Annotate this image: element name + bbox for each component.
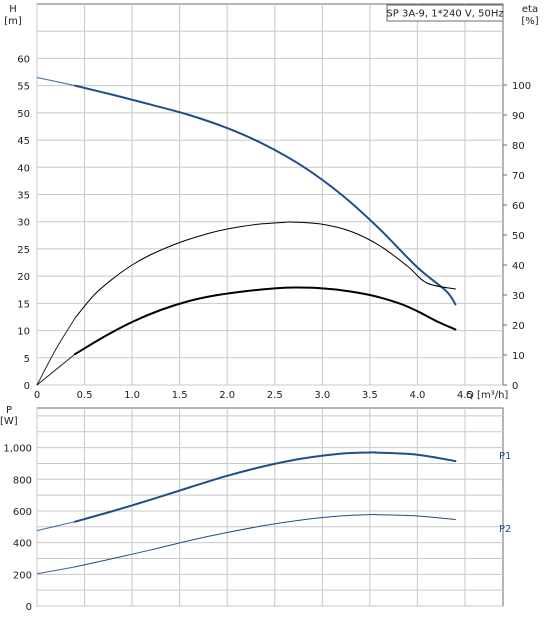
y2-tick-label: 100 bbox=[512, 81, 531, 92]
eta-curve-thin bbox=[74, 221, 456, 319]
y-tick-label: 45 bbox=[17, 136, 30, 147]
y2-tick-label: 10 bbox=[512, 351, 525, 362]
y-tick-label: 5 bbox=[24, 354, 30, 365]
p-tick-label: 800 bbox=[13, 475, 32, 486]
power-panel: 0 200 400 600 800 1,000 P[W] P1 P2 bbox=[0, 405, 511, 613]
y-axis-label: H bbox=[9, 4, 17, 15]
x-axis-label: Q [m³/h] bbox=[466, 390, 508, 401]
p2-label: P2 bbox=[499, 524, 511, 535]
y2-tick-label: 50 bbox=[512, 231, 525, 242]
x-tick-label: 0.5 bbox=[77, 390, 93, 401]
x-tick-label: 3.0 bbox=[314, 390, 330, 401]
eta-curve-thin-extension bbox=[36, 317, 76, 386]
y2-tick-label: 70 bbox=[512, 171, 525, 182]
x-tick-label: 4.5 bbox=[457, 390, 473, 401]
p2-curve-extension bbox=[36, 566, 76, 575]
y-tick-label: 55 bbox=[17, 82, 30, 93]
p-tick-label: 600 bbox=[13, 507, 32, 518]
y-axis-unit: [m] bbox=[4, 16, 22, 27]
top-curves bbox=[36, 77, 457, 386]
y2-tick-label: 20 bbox=[512, 321, 525, 332]
p-tick-label: 400 bbox=[13, 539, 32, 550]
title-box-frame bbox=[386, 4, 504, 22]
p-axis-label: P bbox=[6, 405, 12, 416]
chart-title: SP 3A-9, 1*240 V, 50Hz bbox=[386, 9, 503, 20]
eta-curve-thick bbox=[74, 286, 457, 356]
y2-axis-unit: [%] bbox=[521, 16, 538, 27]
y2-axis-label: eta bbox=[522, 4, 538, 15]
x-tick-label: 1.5 bbox=[172, 390, 188, 401]
y2-tick-label: 40 bbox=[512, 261, 525, 272]
x-tick-label: 4.0 bbox=[409, 390, 425, 401]
y2-tick-label: 30 bbox=[512, 291, 525, 302]
y-tick-label: 35 bbox=[17, 191, 30, 202]
y-tick-label: 25 bbox=[17, 245, 30, 256]
y2-tick-label: 80 bbox=[512, 141, 525, 152]
y2-tick-label: 0 bbox=[512, 381, 518, 392]
p-tick-label: 200 bbox=[13, 570, 32, 581]
head-curve-extension bbox=[36, 77, 76, 87]
p1-label: P1 bbox=[499, 451, 511, 462]
x-tick-label: 1.0 bbox=[124, 390, 140, 401]
chart-title-box: SP 3A-9, 1*240 V, 50Hz bbox=[386, 4, 504, 22]
p-axis-unit: [W] bbox=[0, 416, 18, 427]
head-curve bbox=[74, 84, 457, 306]
y-tick-label: 40 bbox=[17, 163, 30, 174]
y-tick-label: 60 bbox=[17, 54, 30, 65]
x-tick-label: 2.0 bbox=[219, 390, 235, 401]
y-tick-label: 30 bbox=[17, 218, 30, 229]
p1-curve-extension bbox=[36, 521, 76, 532]
p-tick-label: 1,000 bbox=[3, 444, 32, 455]
y-tick-label: 15 bbox=[17, 299, 30, 310]
y2-tick-label: 60 bbox=[512, 201, 525, 212]
eta-curve-thick-extension bbox=[36, 353, 76, 386]
head-efficiency-panel: 0 0.5 1.0 1.5 2.0 2.5 3.0 3.5 4.0 4.5 0 5 10 15 20 25 30… bbox=[4, 3, 539, 401]
y-tick-label: 20 bbox=[17, 272, 30, 283]
y-tick-label: 10 bbox=[17, 327, 30, 338]
x-tick-label: 3.5 bbox=[362, 390, 378, 401]
p2-curve bbox=[74, 513, 456, 568]
y2-tick-label: 90 bbox=[512, 111, 525, 122]
p1-curve bbox=[74, 451, 457, 523]
y-tick-label: 0 bbox=[24, 381, 30, 392]
x-tick-label: 2.5 bbox=[267, 390, 283, 401]
y-tick-label: 50 bbox=[17, 109, 30, 120]
p-tick-label: 0 bbox=[26, 602, 32, 613]
bottom-curves bbox=[36, 451, 457, 575]
x-tick-label: 0 bbox=[34, 390, 40, 401]
bottom-plot-frame bbox=[36, 407, 504, 607]
